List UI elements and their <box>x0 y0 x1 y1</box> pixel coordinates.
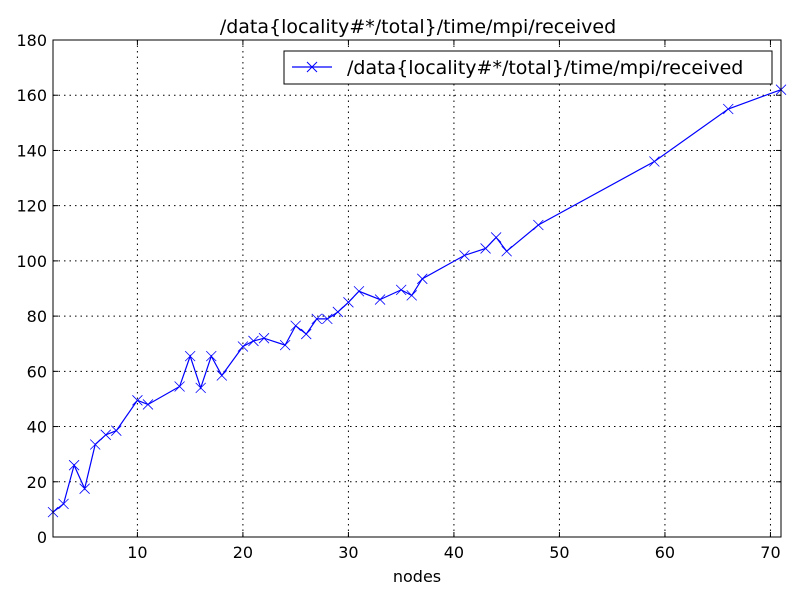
y-tick-label: 40 <box>27 418 47 437</box>
x-tick-label: 70 <box>760 543 780 562</box>
x-tick-label: 40 <box>444 543 464 562</box>
data-point <box>205 350 217 362</box>
series-line <box>52 89 782 513</box>
y-tick-label: 120 <box>16 197 47 216</box>
data-point <box>374 294 386 305</box>
data-point <box>322 313 333 325</box>
x-tick-label: 60 <box>655 543 675 562</box>
data-point <box>100 429 112 441</box>
axis-ticks: 10 20 30 40 50 60 70 0 20 40 60 80 100 120 140 160 180 <box>16 31 781 562</box>
chart-title: /data{locality#*/total}/time/mpi/receive… <box>220 16 616 38</box>
series-group <box>47 84 787 518</box>
data-point <box>480 243 491 254</box>
data-point <box>290 320 301 332</box>
data-point <box>722 103 734 115</box>
grid <box>53 40 781 537</box>
data-point <box>58 498 69 510</box>
data-point <box>89 439 101 450</box>
data-point <box>237 341 249 352</box>
data-point <box>216 370 228 381</box>
data-point <box>258 332 270 344</box>
y-tick-label: 160 <box>16 86 47 105</box>
y-tick-label: 80 <box>27 307 47 326</box>
x-tick-label: 10 <box>127 543 147 562</box>
data-point <box>184 350 196 362</box>
y-tick-label: 100 <box>16 252 47 271</box>
data-point <box>311 313 323 325</box>
data-point <box>533 219 544 231</box>
legend-label: /data{locality#*/total}/time/mpi/receive… <box>347 57 743 79</box>
data-point <box>248 335 259 347</box>
y-tick-label: 20 <box>27 473 47 492</box>
data-point <box>649 156 660 167</box>
data-point <box>111 425 122 436</box>
data-point <box>395 284 407 296</box>
data-point <box>279 339 291 351</box>
y-tick-label: 0 <box>37 528 47 547</box>
data-point <box>68 459 80 471</box>
data-point <box>343 297 354 308</box>
data-point <box>132 395 143 406</box>
legend: /data{locality#*/total}/time/mpi/receive… <box>283 50 773 85</box>
x-tick-label: 30 <box>338 543 358 562</box>
data-point <box>142 399 154 410</box>
y-tick-label: 140 <box>16 141 47 160</box>
data-point <box>195 382 206 394</box>
x-tick-label: 50 <box>549 543 569 562</box>
x-axis-label: nodes <box>393 567 441 586</box>
data-point <box>406 290 418 301</box>
plot-frame <box>52 39 782 538</box>
data-point <box>459 250 470 261</box>
data-point <box>416 273 428 285</box>
legend-box <box>283 50 773 85</box>
y-tick-label: 60 <box>27 362 47 381</box>
y-tick-label: 180 <box>16 31 47 50</box>
data-point <box>79 483 90 494</box>
legend-marker-x-icon <box>306 61 318 73</box>
data-point <box>353 285 365 297</box>
data-point <box>490 232 502 243</box>
data-point <box>174 381 185 392</box>
data-point <box>300 328 312 340</box>
x-tick-label: 20 <box>233 543 253 562</box>
data-point <box>332 306 344 318</box>
data-point <box>501 245 512 257</box>
